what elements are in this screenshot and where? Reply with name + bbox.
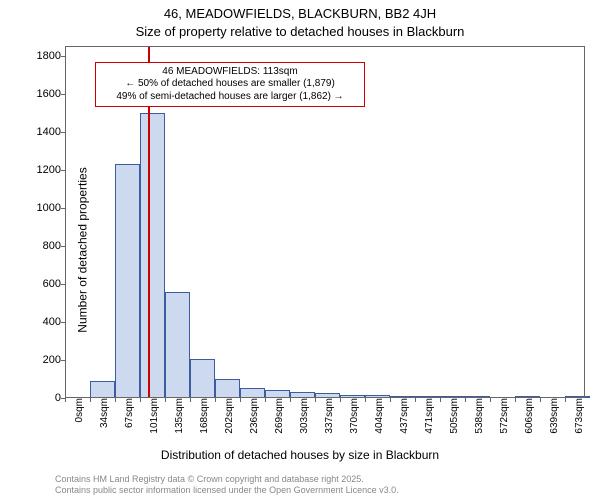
histogram-bar [315,393,340,398]
chart-title: 46, MEADOWFIELDS, BLACKBURN, BB2 4JH [0,6,600,21]
y-tick-mark [61,284,65,285]
annotation-line: 49% of semi-detached houses are larger (… [102,91,358,104]
histogram-bar [265,390,290,398]
histogram-bar [90,381,115,398]
x-axis-label: Distribution of detached houses by size … [0,448,600,462]
plot-area: 0200400600800100012001400160018000sqm34s… [65,46,585,398]
x-tick-label: 168sqm [195,398,210,434]
histogram-bar [365,395,390,398]
x-tick-label: 0sqm [70,398,85,422]
x-tick-label: 269sqm [270,398,285,434]
annotation-line: 46 MEADOWFIELDS: 113sqm [102,66,358,79]
x-tick-mark [115,398,116,402]
x-tick-mark [215,398,216,402]
x-tick-mark [540,398,541,402]
x-tick-label: 34sqm [95,398,110,428]
x-tick-mark [140,398,141,402]
y-tick-mark [61,322,65,323]
histogram-bar [440,396,465,398]
x-tick-mark [90,398,91,402]
histogram-bar [115,164,140,398]
footnote: Contains HM Land Registry data © Crown c… [55,474,399,497]
x-tick-label: 67sqm [120,398,135,428]
histogram-bar [390,396,415,398]
x-tick-label: 572sqm [495,398,510,434]
histogram-chart: 46, MEADOWFIELDS, BLACKBURN, BB2 4JH Siz… [0,0,600,500]
x-tick-mark [290,398,291,402]
histogram-bar [240,388,265,398]
x-tick-label: 639sqm [545,398,560,434]
annotation-line: ← 50% of detached houses are smaller (1,… [102,78,358,91]
x-tick-mark [240,398,241,402]
x-tick-mark [265,398,266,402]
x-tick-label: 236sqm [245,398,260,434]
histogram-bar [140,113,165,398]
y-tick-mark [61,56,65,57]
x-tick-label: 135sqm [170,398,185,434]
y-tick-mark [61,170,65,171]
x-tick-label: 505sqm [445,398,460,434]
x-tick-mark [515,398,516,402]
x-tick-mark [365,398,366,402]
footnote-line: Contains HM Land Registry data © Crown c… [55,474,399,485]
x-tick-mark [415,398,416,402]
x-tick-mark [190,398,191,402]
x-tick-mark [165,398,166,402]
x-tick-label: 606sqm [520,398,535,434]
histogram-bar [165,292,190,398]
x-tick-label: 437sqm [395,398,410,434]
x-tick-label: 337sqm [320,398,335,434]
histogram-bar [190,359,215,398]
y-tick-mark [61,132,65,133]
histogram-bar [215,379,240,398]
annotation-box: 46 MEADOWFIELDS: 113sqm← 50% of detached… [95,62,365,108]
histogram-bar [340,395,365,398]
y-tick-mark [61,208,65,209]
y-tick-mark [61,246,65,247]
x-tick-mark [340,398,341,402]
x-tick-label: 303sqm [295,398,310,434]
x-tick-label: 538sqm [470,398,485,434]
x-tick-mark [315,398,316,402]
x-tick-mark [390,398,391,402]
chart-subtitle: Size of property relative to detached ho… [0,24,600,39]
x-tick-label: 404sqm [370,398,385,434]
x-tick-mark [565,398,566,402]
histogram-bar [290,392,315,398]
y-tick-mark [61,94,65,95]
x-tick-label: 471sqm [420,398,435,434]
x-tick-mark [440,398,441,402]
histogram-bar [465,396,490,398]
x-tick-label: 673sqm [570,398,585,434]
x-tick-label: 101sqm [145,398,160,434]
x-tick-mark [465,398,466,402]
histogram-bar [415,396,440,398]
x-tick-label: 370sqm [345,398,360,434]
histogram-bar [565,396,590,398]
histogram-bar [515,396,540,398]
x-tick-label: 202sqm [220,398,235,434]
x-tick-mark [490,398,491,402]
footnote-line: Contains public sector information licen… [55,485,399,496]
x-tick-mark [65,398,66,402]
y-tick-mark [61,360,65,361]
